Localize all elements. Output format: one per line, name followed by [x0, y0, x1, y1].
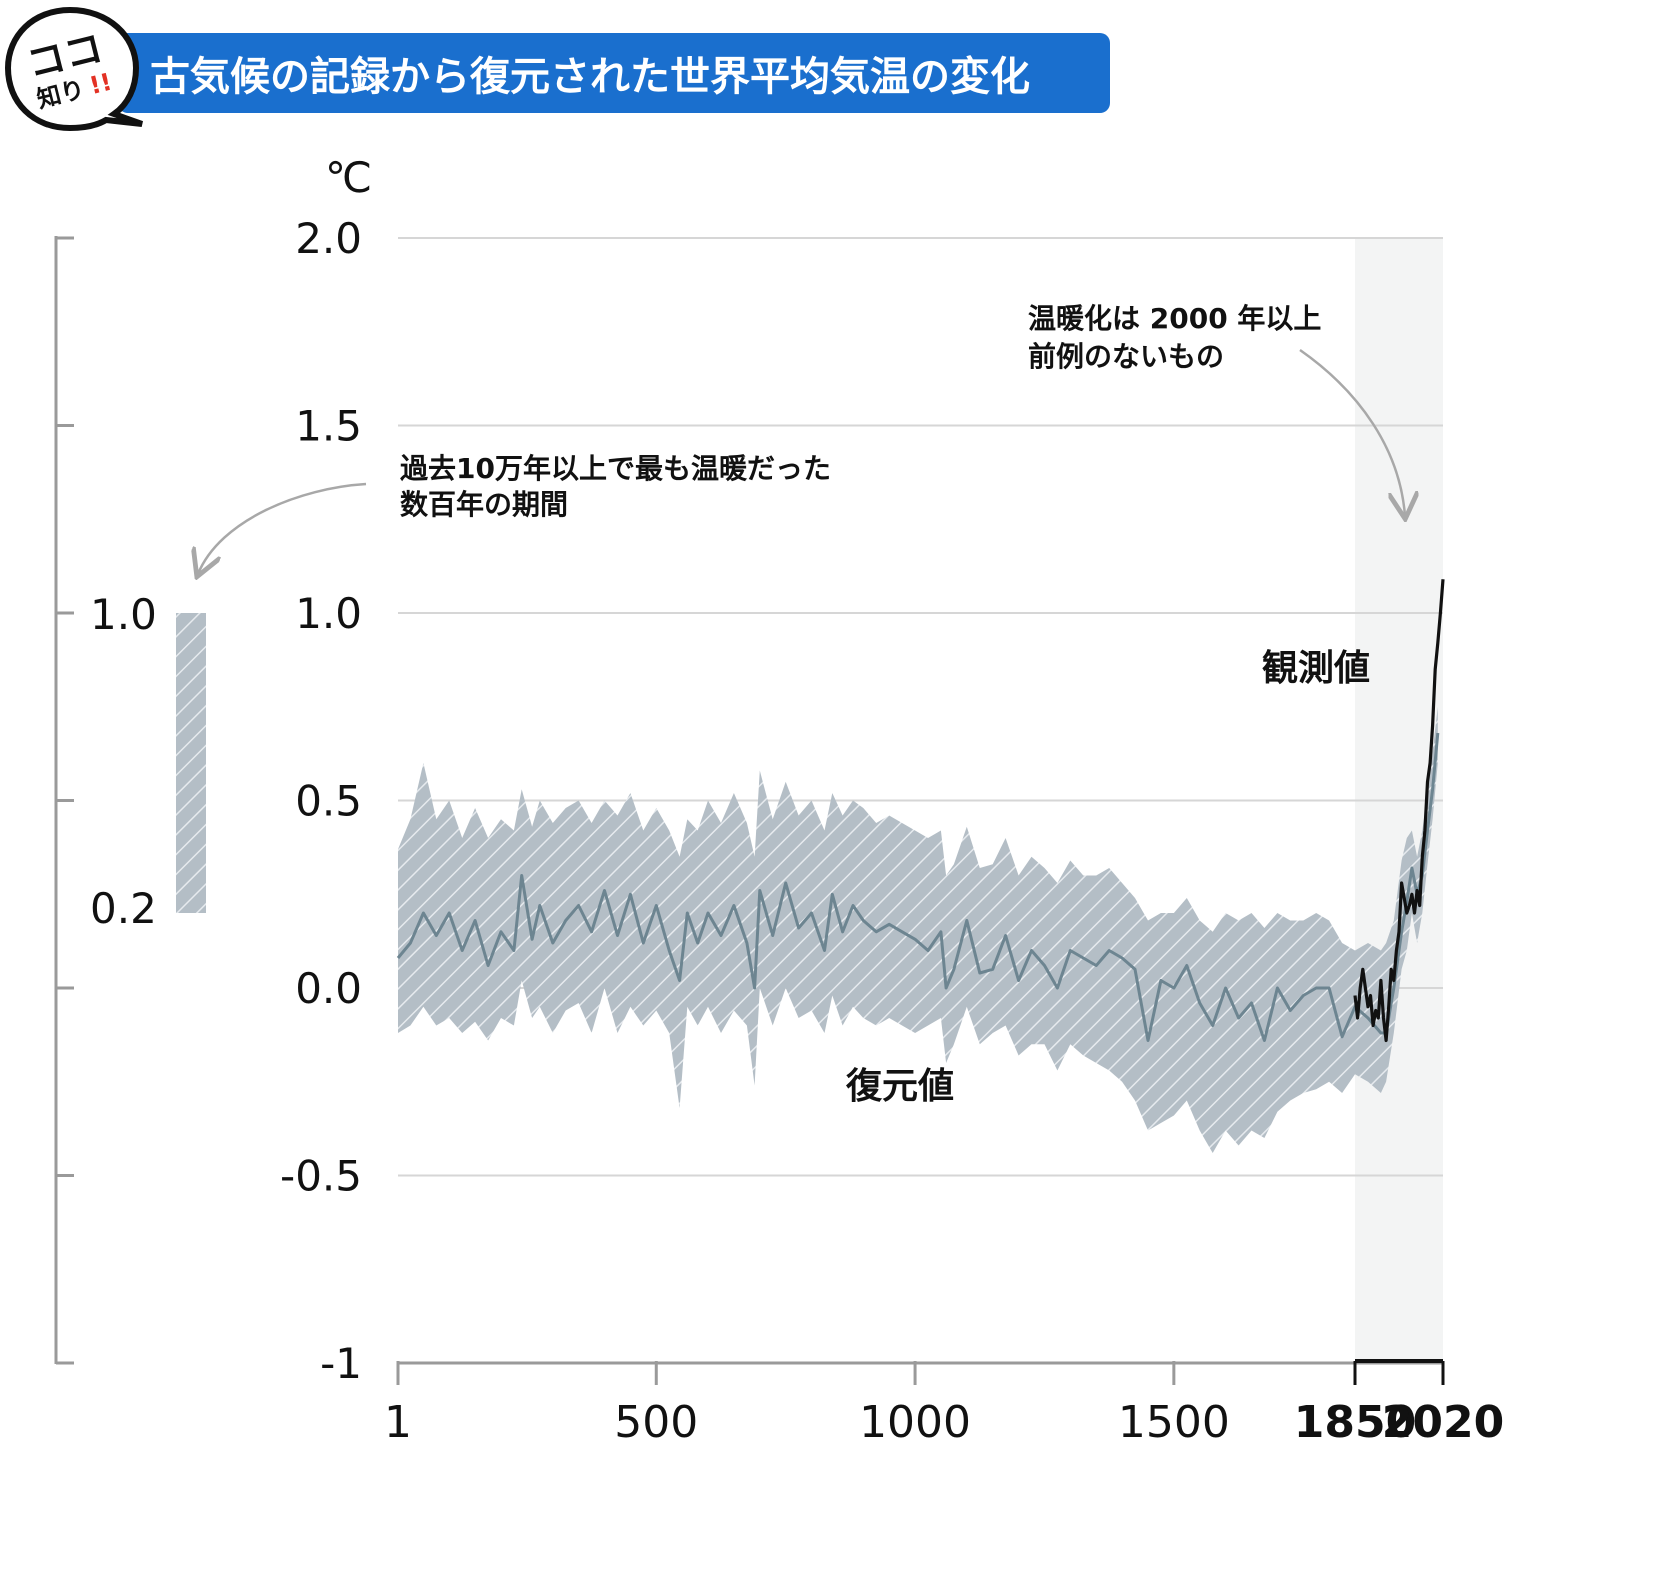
- y-axis: ℃ 2.0 1.5 1.0 0.5 0.0 -0.5 -1: [280, 153, 372, 1388]
- x-tick-label: 500: [614, 1397, 698, 1448]
- side-high-label: 1.0: [90, 590, 157, 639]
- annotation-warm-line1: 過去10万年以上で最も温暖だった: [400, 452, 831, 485]
- y-tick-label: 0.0: [295, 964, 362, 1013]
- side-low-label: 0.2: [90, 884, 157, 933]
- observed-line: [1353, 579, 1445, 1043]
- y-tick-label: 0.5: [295, 777, 362, 826]
- x-tick-label: 1000: [859, 1397, 971, 1448]
- observed-label: 観測値: [1262, 648, 1370, 689]
- annotation-warm-period: 過去10万年以上で最も温暖だった 数百年の期間: [198, 452, 831, 574]
- annotation-warm-arrow: [198, 482, 367, 574]
- x-tick-label: 1: [384, 1397, 412, 1448]
- side-range-bar: [176, 613, 206, 913]
- badge: ココ 知り !!: [4, 6, 144, 132]
- annotation-recent: 温暖化は 2000 年以上 前例のないもの: [1028, 302, 1405, 516]
- y-tick-label: -0.5: [280, 1152, 362, 1201]
- x-tick-label: 1500: [1118, 1397, 1230, 1448]
- reconstruction-line: [396, 732, 1440, 1042]
- chart-title: 古気候の記録から復元された世界平均気温の変化: [150, 54, 1030, 100]
- x-tick-label: 1850: [1294, 1397, 1416, 1448]
- reconstruction-label: 復元値: [845, 1066, 954, 1107]
- annotation-recent-line1: 温暖化は 2000 年以上: [1028, 302, 1321, 335]
- y-tick-label: -1: [320, 1339, 362, 1388]
- side-panel: 1.0 0.2: [54, 236, 206, 1365]
- y-unit-label: ℃: [325, 153, 372, 202]
- speech-bubble-icon: [4, 6, 144, 132]
- y-tick-label: 1.0: [295, 589, 362, 638]
- header: 古気候の記録から復元された世界平均気温の変化 ココ 知り !!: [4, 6, 1110, 132]
- reconstruction-uncertainty-band: [398, 706, 1438, 1153]
- annotation-recent-arrow: [1299, 348, 1405, 516]
- title-banner: [118, 33, 1110, 113]
- annotation-recent-line2: 前例のないもの: [1028, 340, 1224, 373]
- annotation-warm-line2: 数百年の期間: [400, 488, 568, 521]
- x-tick-label: 2020: [1382, 1397, 1504, 1448]
- y-tick-label: 1.5: [295, 402, 362, 451]
- y-tick-label: 2.0: [295, 214, 362, 263]
